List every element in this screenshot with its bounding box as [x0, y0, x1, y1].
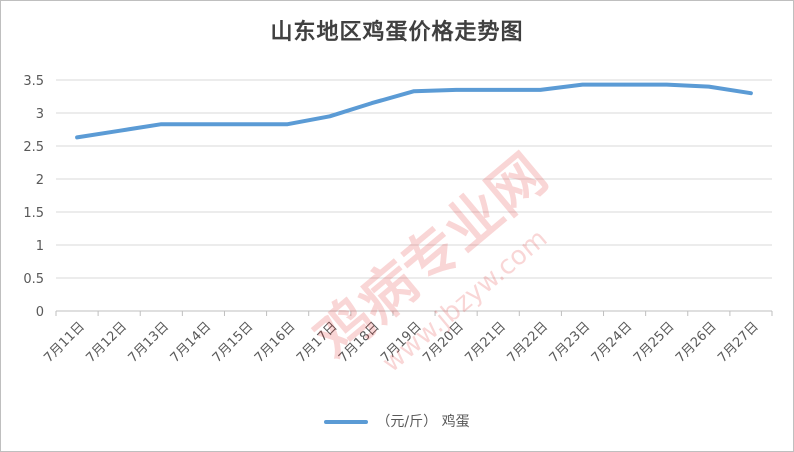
y-tick-label: 3.5 [23, 74, 44, 89]
data-point [329, 115, 331, 117]
data-point [497, 89, 499, 91]
y-tick-label: 3 [36, 107, 44, 122]
y-axis-ticks: 0 0.5 1 1.5 2 2.5 3 3.5 [23, 74, 44, 320]
gridlines [56, 79, 772, 312]
data-point [750, 92, 752, 94]
legend-swatch [324, 420, 369, 424]
data-point [413, 90, 415, 92]
legend: （元/斤） 鸡蛋 [0, 411, 794, 431]
chart-title: 山东地区鸡蛋价格走势图 [270, 20, 524, 45]
y-tick-label: 1.5 [23, 206, 44, 221]
x-tick-label: 7月11日 [41, 319, 88, 366]
y-tick-label: 0.5 [23, 272, 44, 287]
x-tick-label: 7月26日 [673, 319, 720, 366]
data-point [245, 123, 247, 125]
y-tick-label: 2.5 [23, 140, 44, 155]
x-tick-label: 7月15日 [210, 319, 257, 366]
data-point [666, 84, 668, 86]
y-tick-label: 0 [36, 305, 44, 320]
y-tick-label: 1 [36, 239, 44, 254]
data-point [160, 123, 162, 125]
x-tick-label: 7月12日 [83, 319, 130, 366]
data-point [708, 86, 710, 88]
x-axis-ticks: 7月11日7月12日7月13日7月14日7月15日7月16日7月17日7月18日… [41, 311, 773, 366]
x-tick-label: 7月21日 [463, 319, 510, 366]
x-tick-label: 7月18日 [336, 319, 383, 366]
x-tick-label: 7月27日 [715, 319, 762, 366]
data-point [118, 130, 120, 132]
x-tick-label: 7月20日 [420, 319, 467, 366]
x-tick-label: 7月25日 [631, 319, 678, 366]
series-line-egg [75, 82, 753, 140]
data-point [202, 123, 204, 125]
x-tick-label: 7月23日 [547, 319, 594, 366]
data-point [371, 102, 373, 104]
x-tick-label: 7月16日 [252, 319, 299, 366]
data-point [455, 89, 457, 91]
x-tick-label: 7月13日 [126, 319, 173, 366]
legend-label: （元/斤） 鸡蛋 [376, 414, 470, 430]
x-tick-label: 7月22日 [505, 319, 552, 366]
data-point [539, 89, 541, 91]
x-tick-label: 7月19日 [378, 319, 425, 366]
data-point [287, 123, 289, 125]
data-point [624, 84, 626, 86]
data-points [76, 84, 752, 138]
data-point [76, 136, 78, 138]
x-tick-label: 7月24日 [589, 319, 636, 366]
y-tick-label: 2 [36, 173, 44, 188]
data-point [581, 84, 583, 86]
x-tick-label: 7月14日 [168, 319, 215, 366]
x-tick-label: 7月17日 [294, 319, 341, 366]
